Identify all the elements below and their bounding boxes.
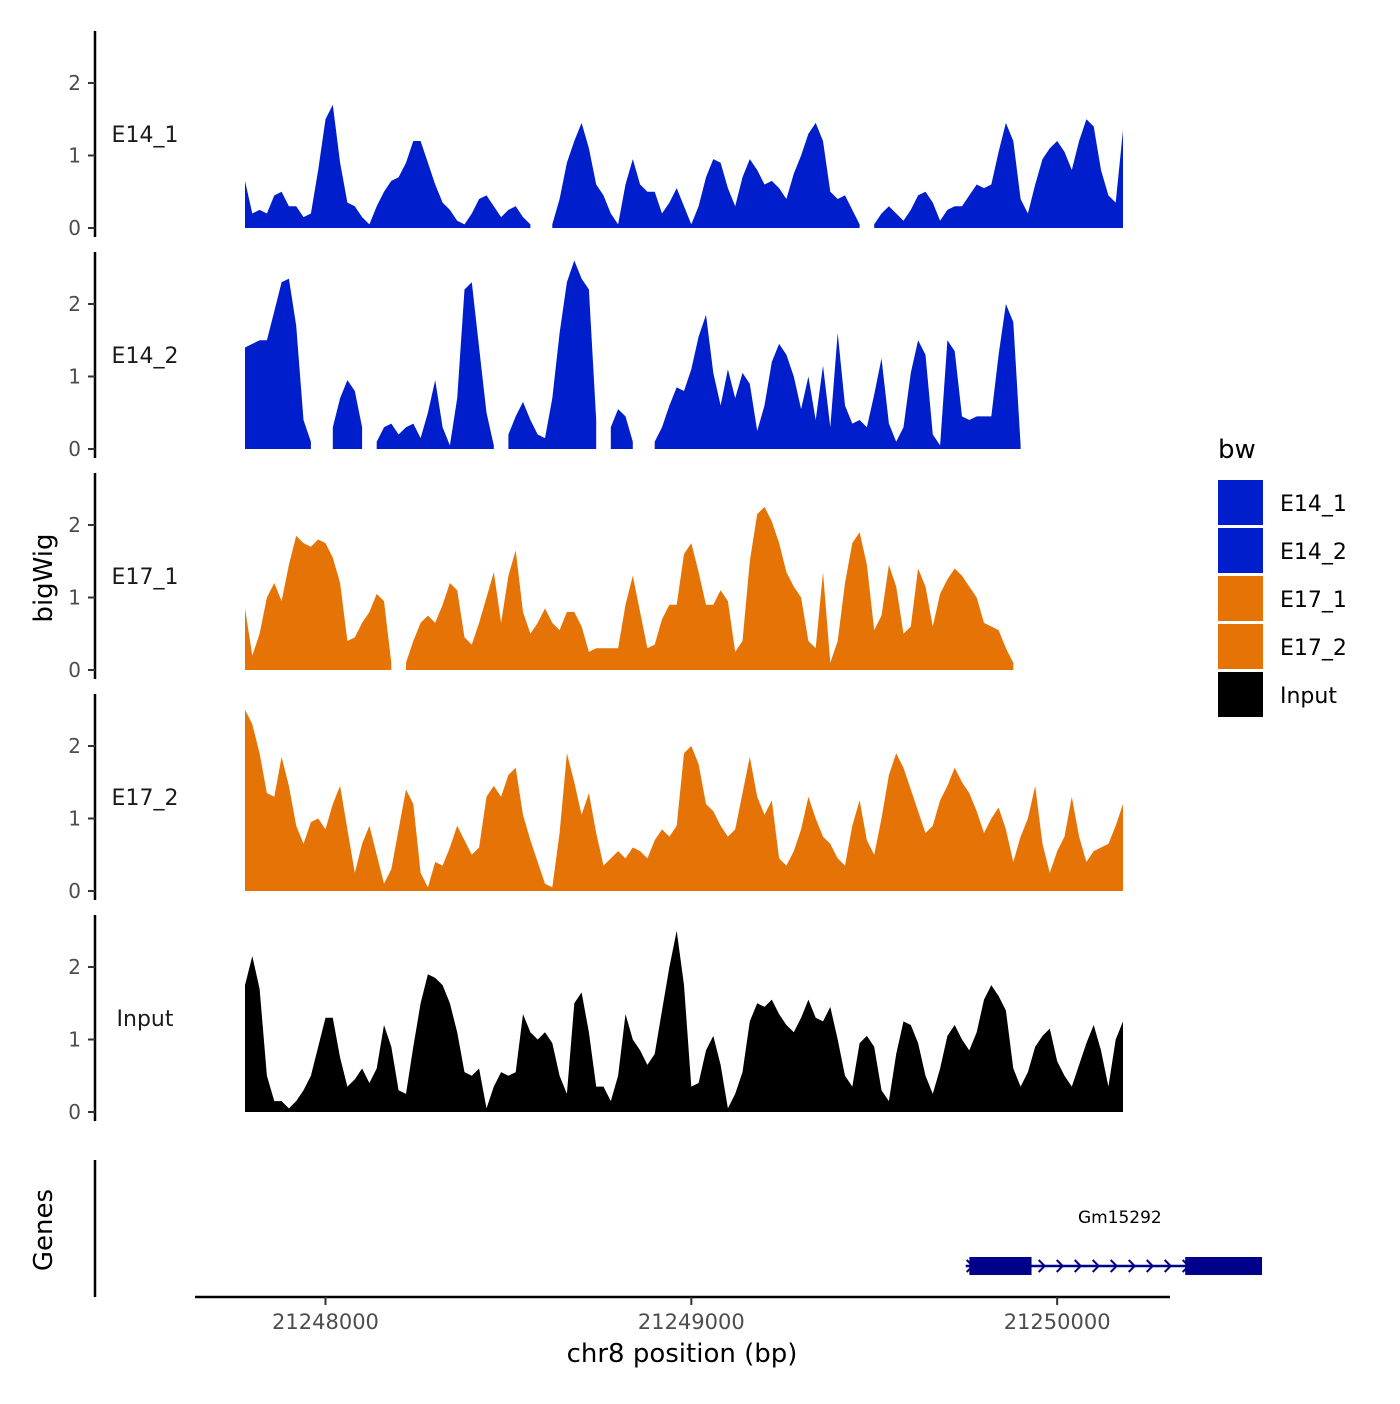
area-segment-e17-2 (245, 709, 1123, 891)
legend-label: Input (1280, 684, 1337, 709)
track-e14-2 (245, 260, 1021, 449)
track-e14-1 (245, 104, 1123, 228)
y-tick-label: 2 (68, 513, 81, 537)
strand-arrow-icon (1163, 1259, 1173, 1273)
legend-item: E14_2 (1218, 528, 1347, 573)
track-label: E14_1 (112, 123, 179, 148)
legend-swatch (1218, 576, 1263, 621)
track-e17-1 (245, 506, 1014, 670)
area-segment-e14-2 (610, 409, 633, 449)
y-tick-label: 0 (68, 658, 81, 682)
tracks-layer (245, 104, 1123, 1112)
legend-label: E17_1 (1280, 588, 1347, 613)
legend-title: bw (1218, 435, 1256, 465)
y-tick-label: 0 (68, 216, 81, 240)
strand-arrow-icon (1073, 1259, 1083, 1273)
area-segment-e14-2 (332, 380, 363, 449)
track-input (245, 930, 1123, 1112)
y-tick-label: 0 (68, 879, 81, 903)
gene-gm15292: Gm15292 (965, 1208, 1263, 1275)
legend-item: Input (1218, 672, 1337, 717)
y-tick-label: 1 (68, 1028, 81, 1052)
area-segment-e14-2 (654, 304, 1021, 449)
y-tick-label: 2 (68, 292, 81, 316)
track-e17-2 (245, 709, 1123, 891)
area-segment-e14-1 (245, 104, 531, 228)
strand-arrow-icon (1127, 1259, 1137, 1273)
y-tick-label: 0 (68, 1100, 81, 1124)
legend-swatch (1218, 528, 1263, 573)
track-label: E14_2 (112, 344, 179, 369)
legend-layer: bw E14_1 E14_2 E17_1 E17_2 Input (1218, 435, 1347, 717)
genes-axis-title: Genes (29, 1189, 59, 1271)
strand-arrow-icon (1145, 1259, 1155, 1273)
legend-label: E14_1 (1280, 492, 1347, 517)
area-segment-e14-2 (245, 278, 311, 449)
legend-item: E17_1 (1218, 576, 1347, 621)
legend-label: E14_2 (1280, 540, 1347, 565)
gene-exon (1185, 1257, 1263, 1275)
y-tick-label: 2 (68, 734, 81, 758)
gene-label: Gm15292 (1078, 1208, 1162, 1228)
y-tick-label: 2 (68, 71, 81, 95)
axis-layer: 0 1 2 E14_1 0 1 2 E14_2 0 1 2 E17_1 0 1 2 E17_2 0 1 2 Input… (29, 31, 1170, 1369)
x-axis-title: chr8 position (bp) (567, 1339, 798, 1369)
y-axis-title: bigWig (29, 533, 59, 622)
y-tick-label: 1 (68, 365, 81, 389)
genes-layer: Gm15292 (965, 1208, 1263, 1275)
strand-arrow-icon (1037, 1259, 1047, 1273)
y-tick-label: 1 (68, 586, 81, 610)
y-tick-label: 1 (68, 807, 81, 831)
x-tick-label: 21248000 (272, 1310, 379, 1334)
legend-label: E17_2 (1280, 636, 1347, 661)
y-tick-label: 2 (68, 955, 81, 979)
strand-arrow-icon (1109, 1259, 1119, 1273)
area-segment-e14-1 (874, 119, 1123, 228)
area-segment-e14-2 (376, 282, 494, 449)
x-tick-label: 21249000 (638, 1310, 745, 1334)
legend-item: E17_2 (1218, 624, 1347, 669)
x-tick-label: 21250000 (1004, 1310, 1111, 1334)
y-tick-label: 0 (68, 437, 81, 461)
strand-arrow-icon (1055, 1259, 1065, 1273)
track-label: Input (117, 1007, 174, 1032)
area-segment-e14-2 (508, 260, 597, 449)
strand-arrow-icon (1091, 1259, 1101, 1273)
gene-exon (969, 1257, 1032, 1275)
area-segment-input (245, 930, 1123, 1112)
y-tick-label: 1 (68, 144, 81, 168)
area-segment-e17-1 (406, 506, 1014, 670)
legend-swatch (1218, 480, 1263, 525)
legend-item: E14_1 (1218, 480, 1347, 525)
legend-swatch (1218, 672, 1263, 717)
legend-swatch (1218, 624, 1263, 669)
track-label: E17_2 (112, 786, 179, 811)
area-segment-e17-1 (245, 535, 392, 670)
track-label: E17_1 (112, 565, 179, 590)
area-segment-e14-1 (552, 122, 860, 228)
